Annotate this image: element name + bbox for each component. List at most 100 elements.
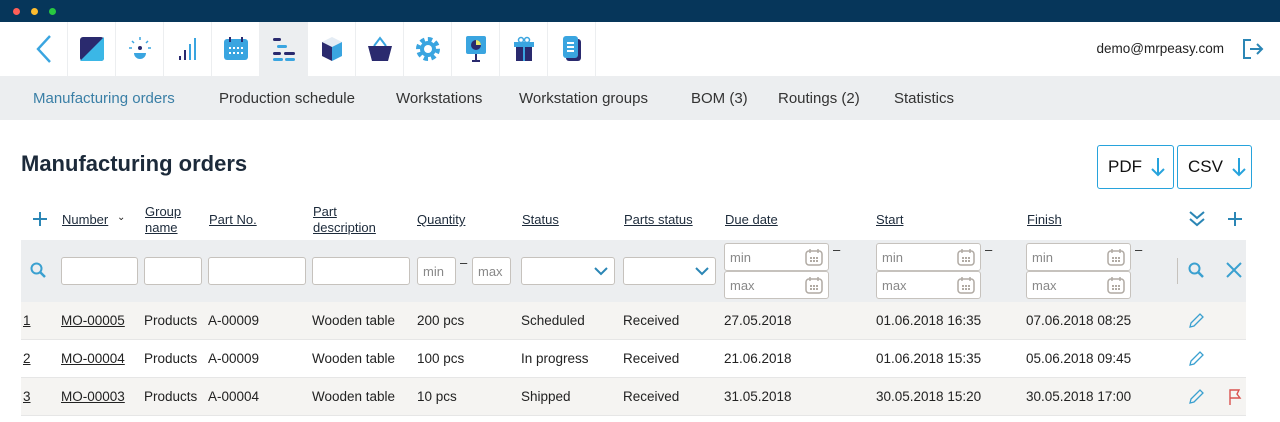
start-max-input[interactable]: max bbox=[876, 271, 981, 299]
nav-dashboard[interactable] bbox=[68, 22, 116, 76]
column-number[interactable]: Number bbox=[62, 212, 109, 227]
table-row: 2 MO-00004 Products A-00009 Wooden table… bbox=[21, 340, 1246, 378]
part-no: A-00004 bbox=[208, 389, 260, 404]
add-icon[interactable] bbox=[32, 211, 48, 227]
group-name: Products bbox=[144, 351, 198, 366]
flag-icon[interactable] bbox=[1227, 388, 1243, 406]
column-status[interactable]: Status bbox=[522, 212, 559, 227]
quantity-max-input[interactable]: max bbox=[472, 257, 511, 285]
calendar-icon[interactable] bbox=[957, 248, 975, 266]
export-csv-button[interactable]: CSV bbox=[1177, 145, 1252, 189]
statistics-icon bbox=[178, 38, 196, 60]
column-parts-status[interactable]: Parts status bbox=[624, 212, 693, 227]
csv-label: CSV bbox=[1188, 157, 1223, 176]
calendar-icon[interactable] bbox=[805, 248, 823, 266]
download-arrow-icon bbox=[1232, 158, 1246, 177]
start-min-input[interactable]: min bbox=[876, 243, 981, 271]
user-email[interactable]: demo@mrpeasy.com bbox=[1096, 41, 1225, 56]
documents-icon bbox=[562, 36, 581, 61]
minimize-window-button[interactable] bbox=[31, 8, 38, 15]
nav-gift[interactable] bbox=[500, 22, 548, 76]
maximize-window-button[interactable] bbox=[49, 8, 56, 15]
add-column-icon[interactable] bbox=[1227, 211, 1243, 227]
part-no: A-00009 bbox=[208, 313, 260, 328]
back-button[interactable] bbox=[20, 22, 68, 76]
row-index-link[interactable]: 2 bbox=[23, 351, 31, 366]
close-window-button[interactable] bbox=[13, 8, 20, 15]
column-quantity[interactable]: Quantity bbox=[417, 212, 466, 227]
column-part-description[interactable]: Part description bbox=[313, 204, 376, 235]
finish-min-input[interactable]: min bbox=[1026, 243, 1131, 271]
order-number-link[interactable]: MO-00003 bbox=[61, 389, 125, 404]
nav-statistics[interactable] bbox=[164, 22, 212, 76]
apply-search-icon[interactable] bbox=[1188, 262, 1204, 278]
calendar-icon[interactable] bbox=[957, 276, 975, 294]
due-max-input[interactable]: max bbox=[724, 271, 829, 299]
column-part-no[interactable]: Part No. bbox=[209, 212, 257, 227]
calendar-icon[interactable] bbox=[1107, 248, 1125, 266]
nav-presentation[interactable] bbox=[452, 22, 500, 76]
order-number-link[interactable]: MO-00004 bbox=[61, 351, 125, 366]
tab-manufacturing-orders[interactable]: Manufacturing orders bbox=[33, 90, 175, 107]
order-number-link[interactable]: MO-00005 bbox=[61, 313, 125, 328]
calendar-icon[interactable] bbox=[805, 276, 823, 294]
row-index-link[interactable]: 3 bbox=[23, 389, 31, 404]
clear-filter-icon[interactable] bbox=[1225, 261, 1243, 279]
tab-statistics[interactable]: Statistics bbox=[894, 90, 955, 107]
nav-documents[interactable] bbox=[548, 22, 596, 76]
logout-icon[interactable] bbox=[1242, 38, 1264, 60]
chevron-down-icon bbox=[594, 267, 608, 276]
tab-routings[interactable]: Routings (2) bbox=[778, 90, 860, 107]
row-index-link[interactable]: 1 bbox=[23, 313, 31, 328]
finish-date: 07.06.2018 08:25 bbox=[1026, 313, 1132, 328]
calendar-icon bbox=[223, 37, 248, 60]
tab-workstations[interactable]: Workstations bbox=[396, 90, 483, 107]
search-icon bbox=[30, 262, 46, 278]
nav-purchasing[interactable] bbox=[356, 22, 404, 76]
nav-crm[interactable] bbox=[116, 22, 164, 76]
parts-status-select[interactable] bbox=[623, 257, 716, 285]
finish-date: 30.05.2018 17:00 bbox=[1026, 389, 1132, 404]
sub-navigation: Manufacturing orders Production schedule… bbox=[0, 76, 1280, 120]
chevron-down-icon bbox=[695, 267, 709, 276]
window-titlebar bbox=[0, 0, 1280, 22]
calendar-icon[interactable] bbox=[1107, 276, 1125, 294]
due-date: 27.05.2018 bbox=[724, 313, 792, 328]
quantity-min-input[interactable]: min bbox=[417, 257, 456, 285]
nav-stock[interactable] bbox=[308, 22, 356, 76]
column-start[interactable]: Start bbox=[876, 212, 904, 227]
tab-production-schedule[interactable]: Production schedule bbox=[219, 90, 355, 107]
tab-bom[interactable]: BOM (3) bbox=[691, 90, 748, 107]
part-description: Wooden table bbox=[312, 313, 396, 328]
divider bbox=[1177, 258, 1178, 284]
nav-calendar[interactable] bbox=[212, 22, 260, 76]
group-name: Products bbox=[144, 389, 198, 404]
column-finish[interactable]: Finish bbox=[1027, 212, 1062, 227]
number-filter-input[interactable] bbox=[61, 257, 138, 285]
nav-production-planning[interactable] bbox=[260, 22, 308, 76]
part-no-filter-input[interactable] bbox=[208, 257, 306, 285]
column-group-name[interactable]: Group name bbox=[145, 204, 182, 235]
description-filter-input[interactable] bbox=[312, 257, 410, 285]
group-filter-input[interactable] bbox=[144, 257, 202, 285]
gift-icon bbox=[513, 36, 534, 61]
export-pdf-button[interactable]: PDF bbox=[1097, 145, 1174, 189]
expand-all-icon[interactable] bbox=[1188, 210, 1206, 228]
due-date: 31.05.2018 bbox=[724, 389, 792, 404]
table-row: 3 MO-00003 Products A-00004 Wooden table… bbox=[21, 378, 1246, 416]
range-dash: – bbox=[985, 242, 993, 257]
status: Shipped bbox=[521, 389, 571, 404]
settings-icon bbox=[415, 37, 440, 61]
tab-workstation-groups[interactable]: Workstation groups bbox=[519, 90, 648, 107]
finish-max-input[interactable]: max bbox=[1026, 271, 1131, 299]
due-min-input[interactable]: min bbox=[724, 243, 829, 271]
edit-pencil-icon[interactable] bbox=[1187, 388, 1205, 406]
nav-settings[interactable] bbox=[404, 22, 452, 76]
part-no: A-00009 bbox=[208, 351, 260, 366]
status-select[interactable] bbox=[521, 257, 615, 285]
edit-pencil-icon[interactable] bbox=[1187, 350, 1205, 368]
range-dash: – bbox=[460, 255, 468, 270]
quantity: 200 pcs bbox=[417, 313, 465, 328]
edit-pencil-icon[interactable] bbox=[1187, 312, 1205, 330]
column-due-date[interactable]: Due date bbox=[725, 212, 778, 227]
